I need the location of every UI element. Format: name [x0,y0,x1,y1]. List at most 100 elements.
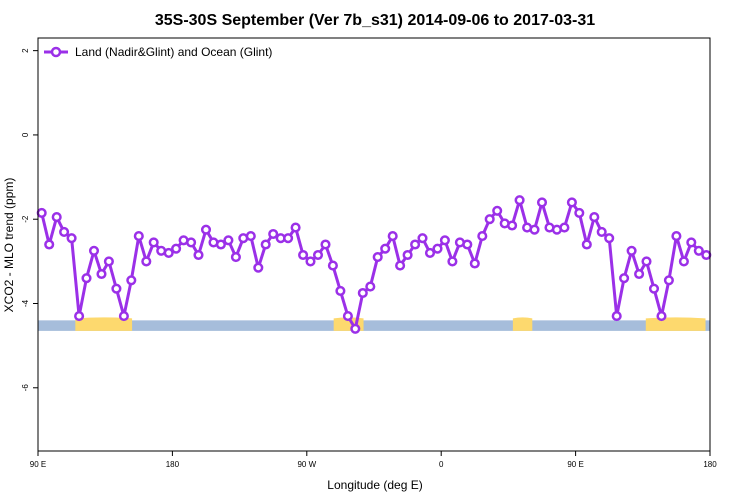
data-point [215,239,226,250]
x-axis-label: Longitude (deg E) [327,478,422,492]
data-point [133,231,144,242]
data-point [589,212,600,223]
x-axis: 90 E 180 90 W 0 90 E 180 [30,451,717,469]
data-point [693,245,704,256]
data-point [424,247,436,258]
data-point [230,252,241,263]
data-point [312,249,324,261]
data-point [74,311,85,322]
y-axis: 2 0 -2 -4 -6 [21,48,38,391]
data-point [290,222,301,233]
data-point [581,239,592,250]
x-tick-label: 0 [439,460,444,469]
data-point [514,195,525,206]
data-point [656,311,667,322]
data-point [253,262,264,273]
data-point [305,256,316,267]
y-tick-label: -2 [21,215,30,223]
data-point [111,283,122,294]
data-point [402,249,413,261]
data-point [141,256,152,267]
data-point [372,252,383,263]
data-point [469,258,480,269]
data-point [36,207,47,218]
data-point [88,245,100,256]
data-point [268,228,279,240]
series-line [40,198,708,331]
data-point [432,243,443,254]
chart-title: 35S-30S September (Ver 7b_s31) 2014-09-0… [155,12,595,29]
data-point [44,239,55,250]
data-point [439,235,450,246]
x-tick-label: 90 E [30,460,46,469]
data-point [126,275,137,286]
data-point [604,233,615,244]
data-point [634,268,645,280]
land-segment [75,317,133,331]
data-point [320,239,331,250]
legend-label: Land (Nadir&Glint) and Ocean (Glint) [75,45,272,59]
x-tick-label: 90 E [567,460,583,469]
data-point [81,273,92,284]
data-point [200,224,212,235]
data-point [447,256,458,267]
data-point [663,275,674,286]
y-tick-label: -6 [21,384,30,392]
data-point [671,231,682,242]
data-point [477,231,488,242]
data-point [260,239,271,250]
data-point [574,207,585,218]
data-point [507,220,518,231]
data-point [186,237,197,248]
data-point [462,239,473,250]
data-point [350,323,361,334]
y-tick-label: -4 [21,299,30,307]
data-point [648,283,660,294]
data-point [686,237,697,248]
y-tick-label: 0 [21,132,30,137]
data-point [335,285,346,296]
data-point [283,233,294,244]
data-point [193,249,204,261]
data-point [163,247,174,258]
data-point [641,256,652,267]
data-point [118,311,129,322]
data-point [327,260,338,271]
data-point [559,222,570,233]
data-point [536,197,548,208]
data-point [59,226,70,237]
x-tick-label: 180 [166,460,180,469]
x-tick-label: 90 W [297,460,316,469]
x-tick-label: 180 [703,460,717,469]
y-axis-label: XCO2 - MLO trend (ppm) [2,178,16,313]
data-point [484,214,495,225]
data-point [395,260,406,271]
data-point [626,245,637,256]
data-point [380,243,391,254]
data-point [678,256,689,267]
data-point [566,197,577,208]
data-point [223,235,234,246]
legend: Land (Nadir&Glint) and Ocean (Glint) [44,45,272,59]
data-point [596,226,607,237]
data-point [701,249,712,261]
data-point [66,233,77,244]
plot-frame [37,37,711,452]
data-point [103,256,114,267]
data-point [365,281,376,292]
data-point [611,311,622,322]
data-point [492,205,503,216]
data-point [298,249,309,261]
legend-marker [50,46,62,58]
series-layer [36,195,712,334]
data-point [342,311,353,322]
land-segment [512,317,533,331]
land-segment [645,317,706,331]
data-point [529,224,540,235]
data-point [171,243,182,254]
data-point [245,231,256,242]
data-point [148,237,159,248]
data-point [410,239,421,250]
land-ocean-band [38,317,710,331]
